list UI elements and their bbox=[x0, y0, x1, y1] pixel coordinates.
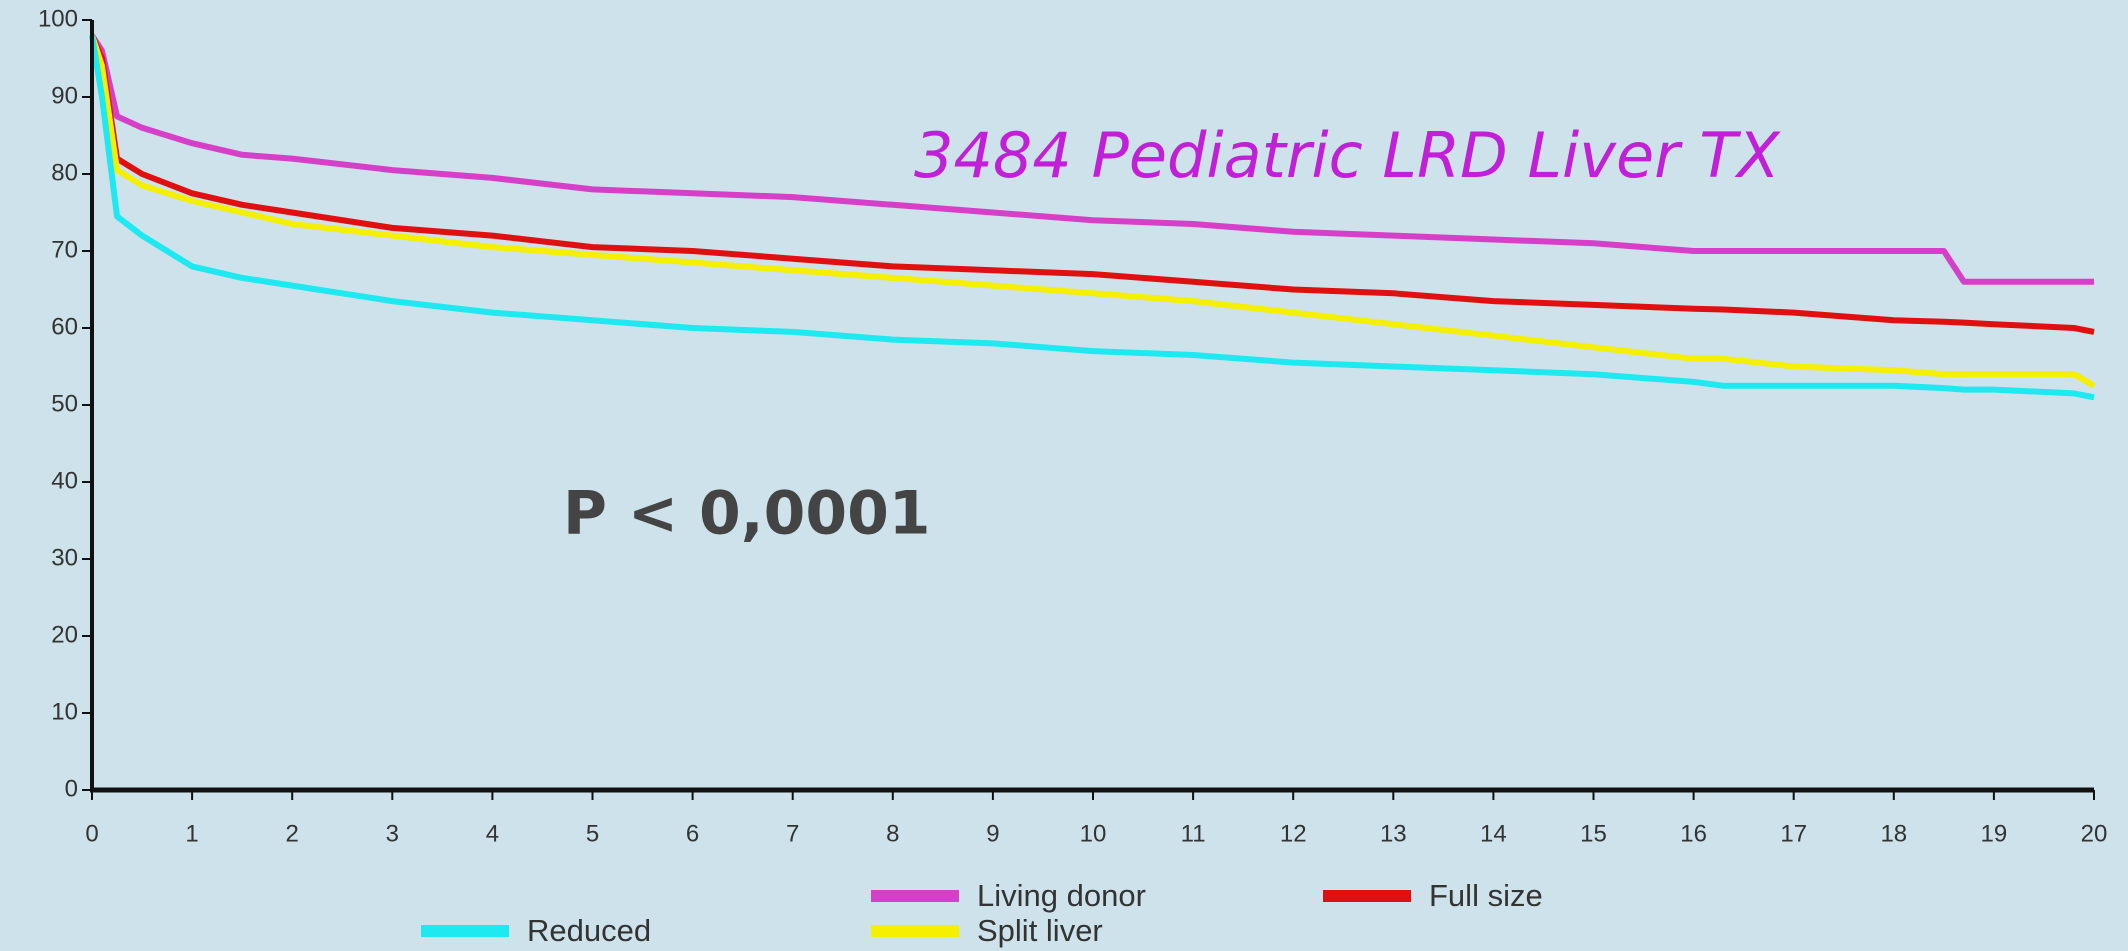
x-tick-label: 12 bbox=[1280, 820, 1307, 847]
legend-label: Reduced bbox=[527, 913, 651, 948]
x-tick-label: 16 bbox=[1680, 820, 1707, 847]
x-tick-label: 17 bbox=[1780, 820, 1807, 847]
x-tick-label: 19 bbox=[1981, 820, 2008, 847]
x-tick-label: 7 bbox=[786, 820, 799, 847]
x-tick-label: 10 bbox=[1080, 820, 1107, 847]
y-tick-label: 0 bbox=[65, 775, 78, 802]
x-tick-label: 4 bbox=[486, 820, 499, 847]
x-tick-label: 13 bbox=[1380, 820, 1407, 847]
series-line bbox=[89, 34, 2095, 401]
x-tick-label: 1 bbox=[185, 820, 198, 847]
x-tick-label: 3 bbox=[386, 820, 399, 847]
x-tick-label: 9 bbox=[986, 820, 999, 847]
x-tick-label: 6 bbox=[686, 820, 699, 847]
annotation: 3484 Pediatric LRD Liver TX bbox=[914, 119, 1781, 192]
x-tick-label: 2 bbox=[286, 820, 299, 847]
y-tick-label: 60 bbox=[51, 313, 78, 340]
x-tick-label: 18 bbox=[1880, 820, 1907, 847]
x-tick-label: 0 bbox=[85, 820, 98, 847]
y-tick-label: 20 bbox=[51, 621, 78, 648]
series-line bbox=[89, 34, 2095, 335]
series-line bbox=[89, 34, 2096, 389]
x-tick-label: 15 bbox=[1580, 820, 1607, 847]
y-tick-label: 100 bbox=[38, 5, 78, 32]
legend-label: Split liver bbox=[977, 913, 1103, 948]
legend-label: Full size bbox=[1429, 878, 1543, 913]
y-tick-label: 40 bbox=[51, 467, 78, 494]
y-tick-label: 50 bbox=[51, 390, 78, 417]
y-tick-label: 30 bbox=[51, 544, 78, 571]
series-line bbox=[89, 33, 2094, 285]
annotation: P < 0,0001 bbox=[563, 479, 931, 549]
y-tick-label: 10 bbox=[51, 698, 78, 725]
y-tick-label: 70 bbox=[51, 236, 78, 263]
y-tick-label: 80 bbox=[51, 159, 78, 186]
legend-label: Living donor bbox=[977, 878, 1146, 913]
y-tick-label: 90 bbox=[51, 82, 78, 109]
x-tick-label: 11 bbox=[1181, 820, 1206, 847]
x-tick-label: 5 bbox=[586, 820, 599, 847]
x-tick-label: 14 bbox=[1480, 820, 1507, 847]
x-tick-label: 8 bbox=[886, 820, 899, 847]
x-tick-label: 20 bbox=[2081, 820, 2108, 847]
